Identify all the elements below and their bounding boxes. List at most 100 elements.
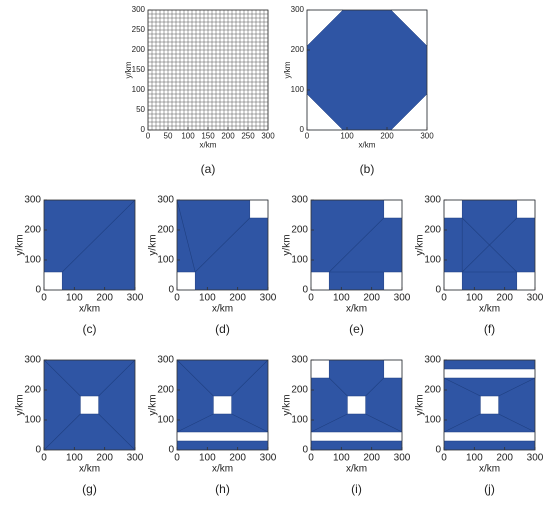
y-tick-label: 0 [435,445,441,456]
panel: 0 100 200 300 0 100 200 300 x/km y/km (g) [15,355,144,497]
x-tick-label: 100 [333,293,350,304]
y-tick-label: 0 [302,445,308,456]
panel: 0 100 200 300 0 100 200 300 x/km y/km (h) [148,355,277,497]
y-tick-label: 100 [424,255,441,266]
y-tick-label: 300 [132,5,146,14]
y-tick-label: 200 [291,225,308,236]
x-tick-label: 300 [394,453,411,464]
mesh-edge [498,413,536,433]
y-axis-label: y/km [415,394,426,415]
mesh-edge [328,377,348,397]
y-tick-label: 200 [291,45,305,54]
mesh-edge [176,199,196,273]
axes-frame [310,199,403,291]
x-tick-label: 300 [127,293,144,304]
y-tick-label: 0 [302,285,308,296]
x-tick-label: 100 [333,453,350,464]
y-tick-label: 300 [24,195,41,206]
hole [176,271,196,291]
y-axis-label: y/km [148,234,159,255]
hole [176,431,269,442]
x-axis-label: x/km [79,464,100,475]
mesh-edge [176,359,214,397]
mesh-edge [310,413,348,433]
mesh-edge [365,377,385,397]
y-axis-label: y/km [282,234,293,255]
mesh-edge [328,217,385,273]
x-tick-label: 200 [496,453,513,464]
x-tick-label: 300 [394,293,411,304]
y-tick-label: 300 [291,5,305,14]
caption: (h) [215,482,230,496]
x-tick-label: 50 [164,132,173,141]
x-tick-label: 200 [221,132,235,141]
y-axis-label: y/km [15,234,26,255]
x-tick-label: 300 [260,293,277,304]
x-axis-label: x/km [212,304,233,315]
y-tick-label: 200 [291,385,308,396]
x-axis-label: x/km [79,304,100,315]
panel: 0 50 100 150 200 250 300 0 50 100 150 200 250 300 x/km… [124,5,275,176]
axes-frame [443,199,536,291]
y-tick-label: 200 [157,225,174,236]
x-axis-label: x/km [346,464,367,475]
x-tick-label: 0 [441,453,447,464]
y-axis-label: y/km [148,394,159,415]
x-tick-label: 300 [527,453,544,464]
x-axis-label: x/km [200,140,217,149]
y-tick-label: 200 [424,385,441,396]
y-tick-label: 0 [435,285,441,296]
x-tick-label: 100 [340,132,354,141]
hole [310,271,330,291]
region-fill [307,10,427,130]
y-axis-label: y/km [415,234,426,255]
y-tick-label: 50 [136,105,145,114]
y-tick-label: 0 [35,285,41,296]
caption: (g) [82,482,97,496]
y-tick-label: 100 [291,85,305,94]
mesh-edge [176,413,214,433]
x-tick-label: 300 [527,293,544,304]
caption: (f) [484,322,495,336]
x-tick-label: 300 [261,132,275,141]
y-tick-label: 100 [291,255,308,266]
caption: (d) [215,322,230,336]
hole [310,359,330,379]
x-axis-label: x/km [479,304,500,315]
x-tick-label: 200 [363,453,380,464]
x-tick-label: 100 [199,293,216,304]
x-axis-label: x/km [212,464,233,475]
x-tick-label: 300 [260,453,277,464]
x-tick-label: 100 [466,293,483,304]
x-axis-label: x/km [479,464,500,475]
x-tick-label: 150 [201,132,215,141]
x-tick-label: 200 [96,453,113,464]
y-axis-label: y/km [15,394,26,415]
y-tick-label: 0 [168,445,174,456]
y-tick-label: 100 [24,415,41,426]
caption: (j) [484,482,495,496]
x-tick-label: 0 [308,293,314,304]
mesh-edge [443,377,481,397]
x-tick-label: 200 [96,293,113,304]
mesh-edge [498,377,536,397]
y-axis-label: y/km [124,61,133,78]
x-tick-label: 0 [441,293,447,304]
mesh-edge [231,413,269,433]
y-tick-label: 200 [24,225,41,236]
mesh-edge [231,359,269,397]
y-axis-label: y/km [283,61,292,78]
mesh-edge [98,359,136,397]
mesh-edge [443,413,481,433]
axes-frame [43,359,136,451]
x-tick-label: 0 [305,132,310,141]
hole [43,271,63,291]
x-tick-label: 100 [66,293,83,304]
axes-frame [43,199,136,291]
y-tick-label: 300 [157,195,174,206]
x-tick-label: 0 [41,293,47,304]
y-tick-label: 250 [132,25,146,34]
y-tick-label: 100 [132,85,146,94]
x-tick-label: 100 [199,453,216,464]
